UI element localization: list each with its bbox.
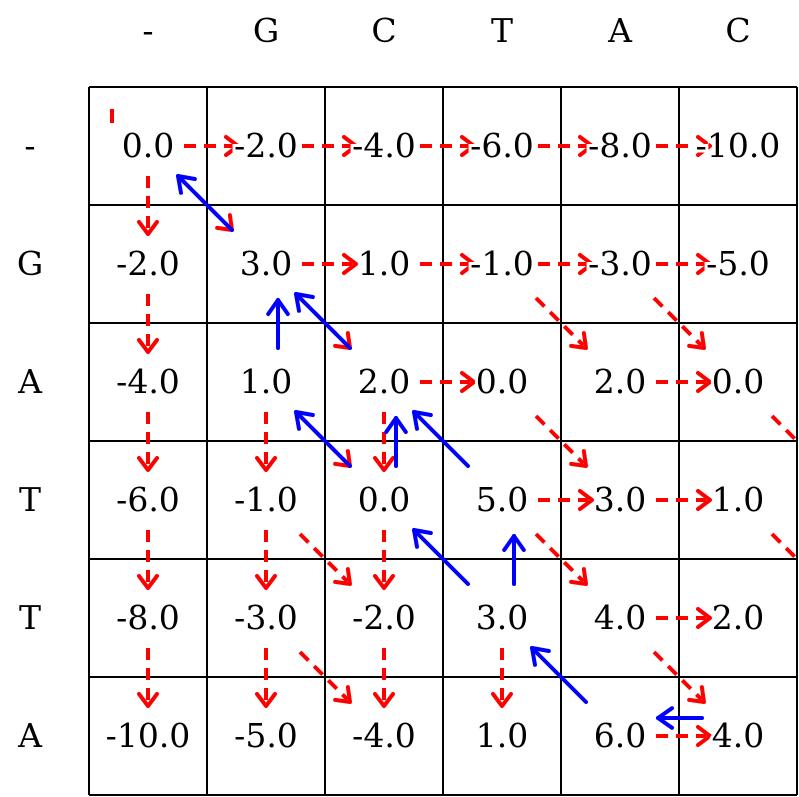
cell-value: 1.0 <box>240 362 292 401</box>
score-cells: 0.0 -2.0 -4.0 -6.0 -8.0 -10.0 -2.0 3.0 1.0 -1.0 -3… <box>103 123 784 758</box>
red-down-arrow <box>373 412 395 472</box>
cell-value: -10.0 <box>696 126 781 165</box>
cell-value: 1.0 <box>476 716 528 755</box>
red-right-arrow <box>302 253 358 275</box>
cell-value: -2.0 <box>352 598 416 637</box>
red-right-arrow <box>656 371 712 393</box>
red-diagonal-arrow <box>534 296 588 350</box>
blue-left-arrow <box>656 706 704 730</box>
red-right-arrow <box>656 607 712 629</box>
column-label: T <box>491 11 513 50</box>
red-down-arrow <box>137 530 159 590</box>
red-right-arrow <box>538 489 594 511</box>
cell-value: 5.0 <box>476 480 528 519</box>
blue-diagonal-arrow <box>176 174 234 232</box>
red-right-arrow <box>302 135 358 157</box>
row-label: G <box>17 244 43 283</box>
red-right-arrow <box>184 135 240 157</box>
red-diagonal-arrow <box>770 532 799 564</box>
red-diagonal-arrow <box>298 532 352 586</box>
cell-value: 4.0 <box>594 598 646 637</box>
red-down-arrow <box>137 294 159 354</box>
blue-diagonal-arrow <box>412 410 470 468</box>
blue-up-arrow <box>266 298 290 350</box>
cell-value: -10.0 <box>106 716 191 755</box>
row-label: - <box>24 126 35 165</box>
cell-value: 2.0 <box>712 598 764 637</box>
red-down-arrow <box>137 412 159 472</box>
blue-up-arrow <box>502 534 526 586</box>
row-label: A <box>17 362 43 401</box>
red-down-arrow <box>137 176 159 236</box>
red-down-arrow <box>255 412 277 472</box>
cell-value: 0.0 <box>358 480 410 519</box>
traceback-arrows <box>176 174 704 730</box>
cell-value: 1.0 <box>358 244 410 283</box>
red-down-arrow <box>373 530 395 590</box>
red-down-arrow <box>255 530 277 590</box>
cell-value: -6.0 <box>116 480 180 519</box>
cell-value: -4.0 <box>116 362 180 401</box>
red-diagonal-arrow <box>770 414 799 446</box>
cell-value: -2.0 <box>234 126 298 165</box>
cell-value: 0.0 <box>712 362 764 401</box>
row-label: T <box>19 598 41 637</box>
red-right-arrow <box>420 135 476 157</box>
cell-value: -4.0 <box>352 716 416 755</box>
cell-value: 0.0 <box>476 362 528 401</box>
cell-value: 6.0 <box>594 716 646 755</box>
red-right-arrow <box>656 489 712 511</box>
cell-value: 0.0 <box>122 126 174 165</box>
cell-value: -2.0 <box>116 244 180 283</box>
red-right-arrow <box>538 253 594 275</box>
red-diagonal-arrow <box>534 414 588 468</box>
cell-value: 2.0 <box>358 362 410 401</box>
row-label: T <box>19 480 41 519</box>
red-diagonal-arrow <box>298 650 352 704</box>
cell-value: 4.0 <box>712 716 764 755</box>
red-down-arrow <box>373 648 395 708</box>
red-right-arrow <box>656 135 712 157</box>
cell-value: 3.0 <box>240 244 292 283</box>
red-right-arrow <box>656 253 712 275</box>
blue-diagonal-arrow <box>412 528 470 586</box>
column-label: C <box>725 11 750 50</box>
red-down-arrow <box>491 648 513 708</box>
row-label: A <box>17 716 43 755</box>
red-diagonal-arrow <box>652 296 706 350</box>
row-header-labels: - G A T T A <box>17 126 43 755</box>
red-down-arrow <box>137 648 159 708</box>
blue-diagonal-arrow <box>530 646 588 704</box>
red-right-arrow <box>420 253 476 275</box>
cell-value: -8.0 <box>588 126 652 165</box>
red-diagonal-arrow <box>652 650 706 704</box>
red-right-arrow <box>420 371 476 393</box>
cell-value: 1.0 <box>712 480 764 519</box>
blue-diagonal-arrow <box>294 292 352 350</box>
column-label: G <box>253 11 279 50</box>
red-right-arrow <box>656 725 712 747</box>
cell-value: -3.0 <box>588 244 652 283</box>
cell-value: 2.0 <box>594 362 646 401</box>
cell-value: 3.0 <box>594 480 646 519</box>
cell-value: -5.0 <box>706 244 770 283</box>
cell-value: 3.0 <box>476 598 528 637</box>
cell-value: -3.0 <box>234 598 298 637</box>
cell-value: -8.0 <box>116 598 180 637</box>
blue-up-arrow <box>384 416 408 468</box>
cell-value: -4.0 <box>352 126 416 165</box>
column-label: C <box>371 11 396 50</box>
red-right-arrow <box>538 135 594 157</box>
column-label: - <box>142 11 153 50</box>
cell-value: -1.0 <box>470 244 534 283</box>
blue-diagonal-arrow <box>294 410 352 468</box>
cell-value: -1.0 <box>234 480 298 519</box>
cell-value: -6.0 <box>470 126 534 165</box>
column-label: A <box>607 11 633 50</box>
cell-value: -5.0 <box>234 716 298 755</box>
red-diagonal-arrow <box>534 532 588 586</box>
red-down-arrow <box>255 648 277 708</box>
